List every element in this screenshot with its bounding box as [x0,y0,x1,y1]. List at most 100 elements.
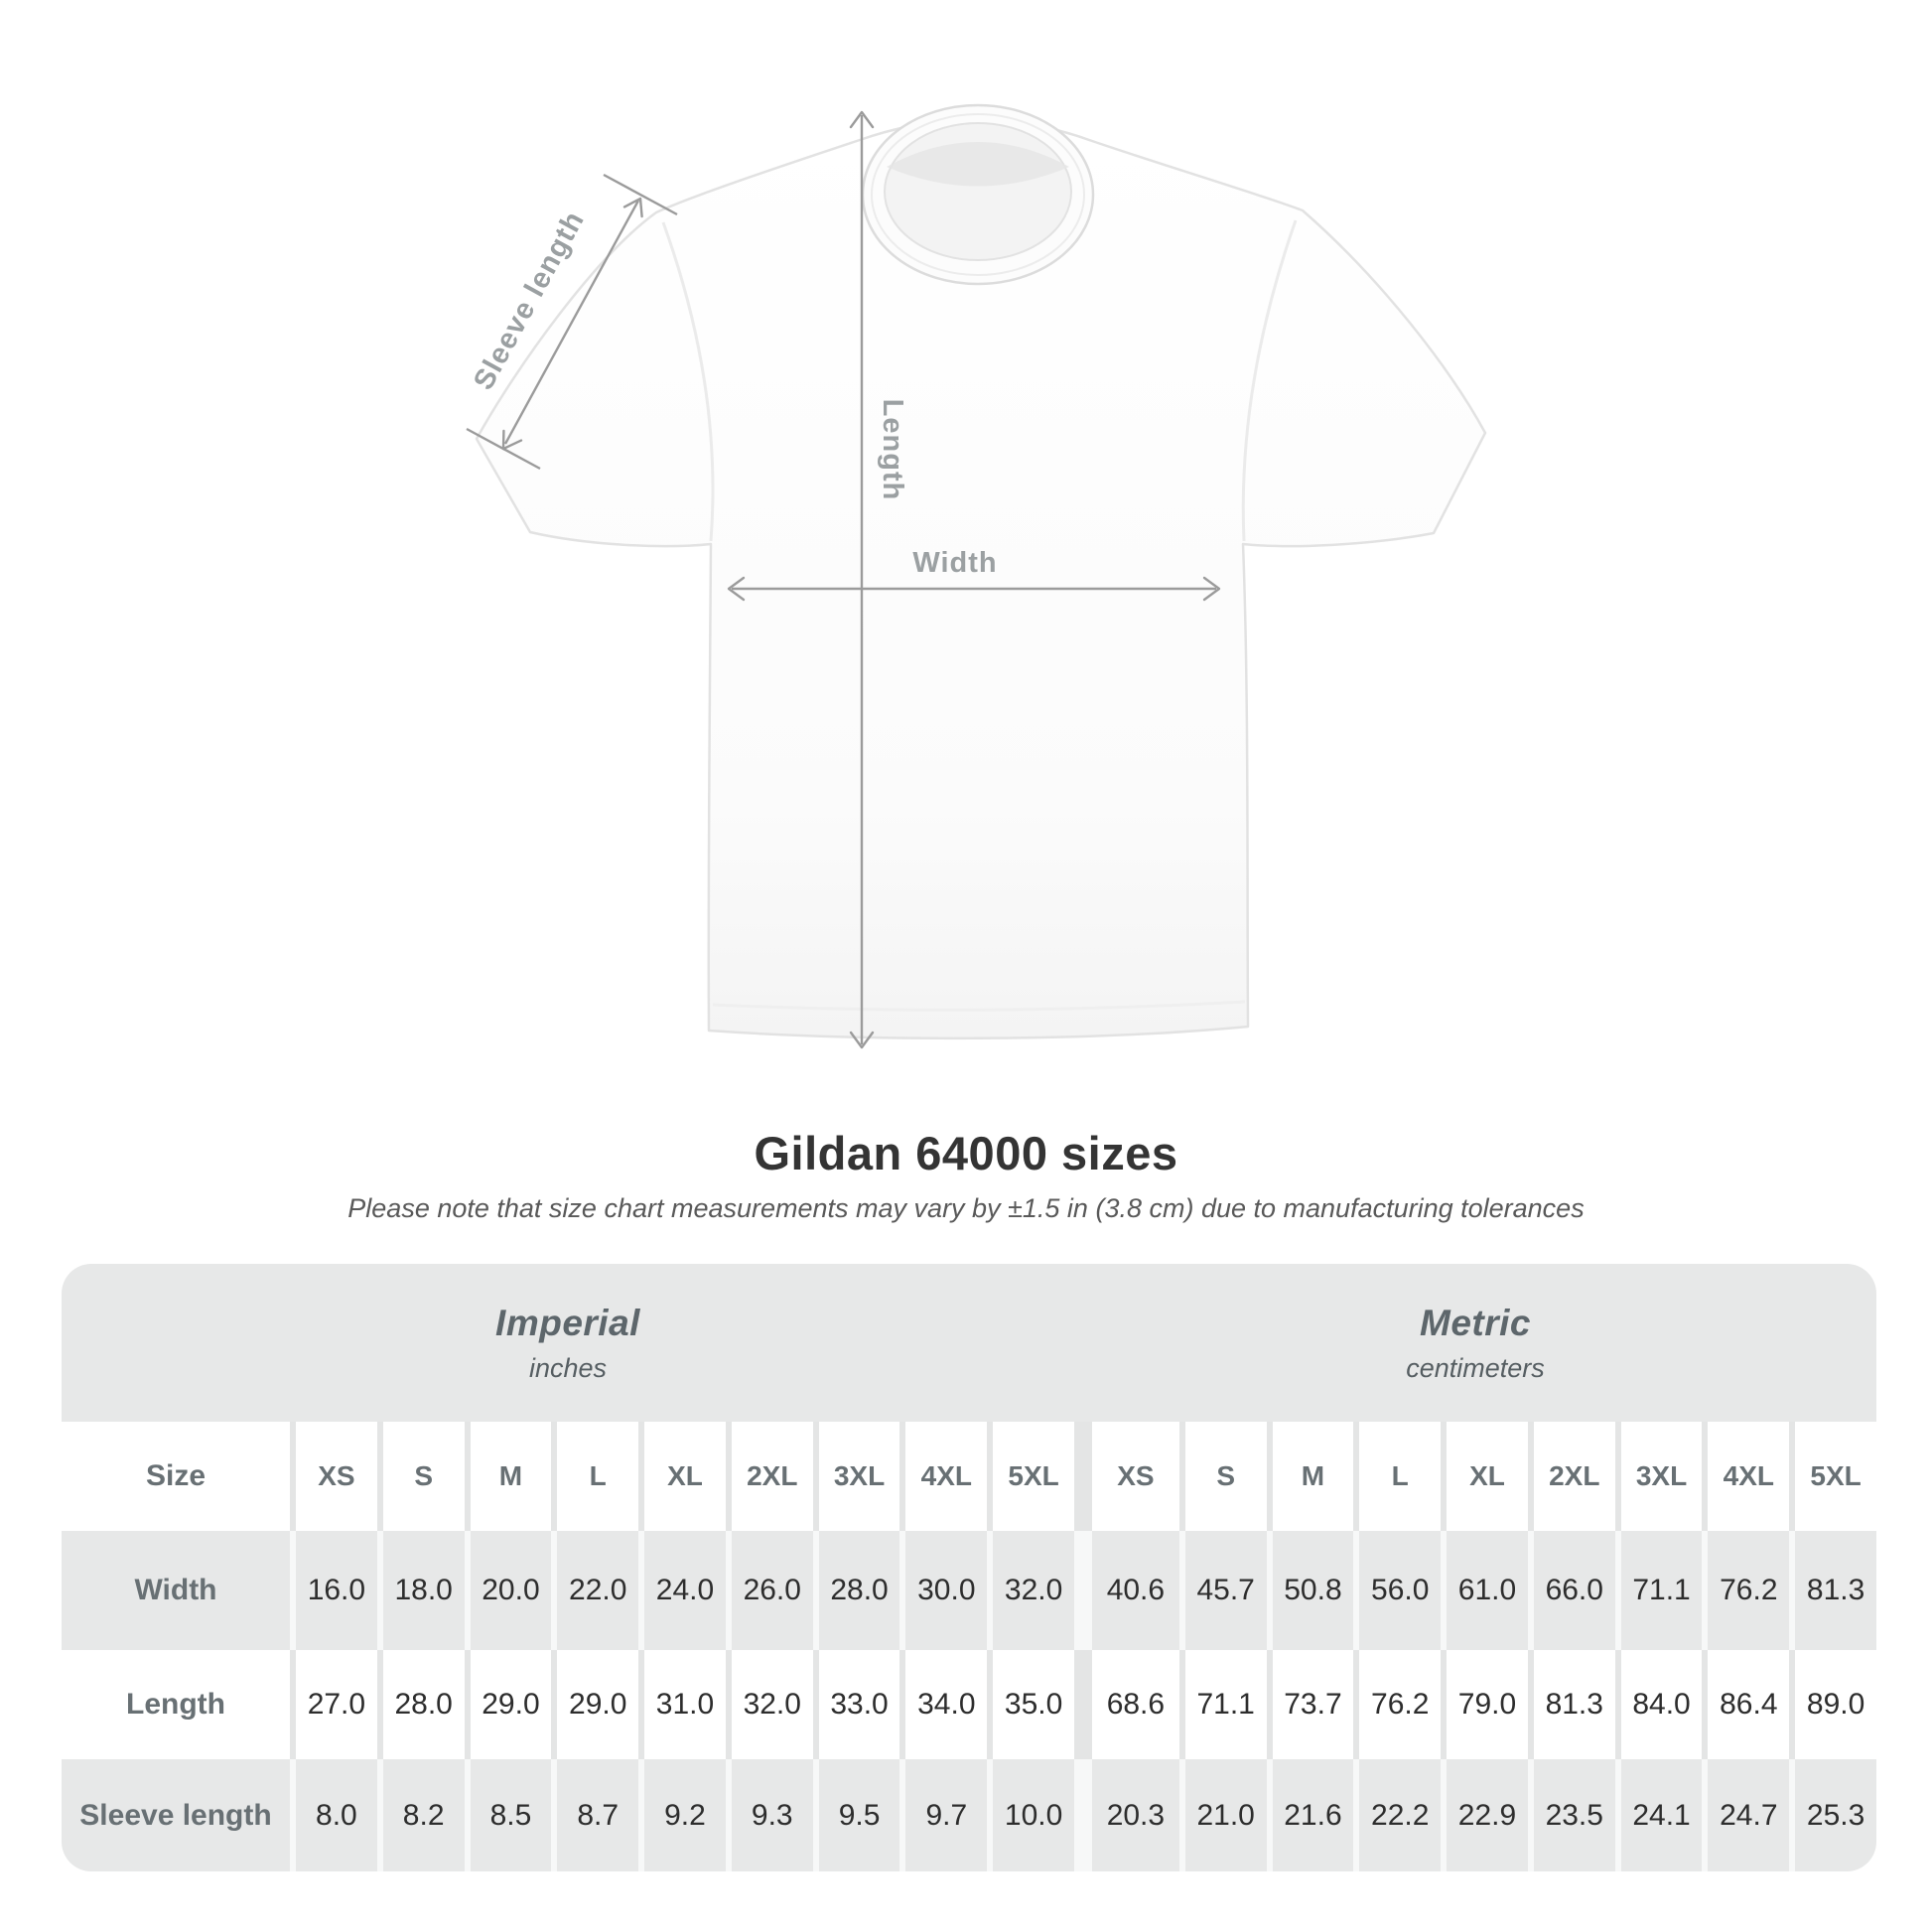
width-arrow-left [727,576,746,602]
sleeve-arrow-top [622,197,643,218]
size-col-header: 3XL [812,1422,900,1531]
table-cell: 9.7 [899,1759,987,1871]
size-col-header: XS [1117,1460,1155,1491]
metric-unit: centimeters [1406,1352,1545,1383]
size-corner-label: Size [145,1459,207,1492]
length-row: Length 27.0 28.0 29.0 29.0 31.0 32.0 33.… [62,1650,1876,1759]
collar-stitch [871,113,1085,276]
page-title: Gildan 64000 sizes [754,1127,1178,1179]
table-cell: 32.0 [725,1650,813,1759]
table-cell: 56.0 [1353,1531,1441,1650]
sleeve-length-row: Sleeve length 8.0 8.2 8.5 8.7 9.2 9.3 9.… [62,1759,1876,1871]
table-cell: 71.1 [1614,1531,1703,1650]
table-cell: 22.2 [1353,1759,1441,1871]
right-armhole-seam [1241,219,1298,542]
table-cell: 31.0 [638,1650,726,1759]
table-cell: 81.3 [1527,1650,1615,1759]
collar-inside-shadow [887,142,1069,187]
table-cell: 66.0 [1527,1531,1615,1650]
imperial-unit: inches [528,1352,608,1383]
size-col-header: 5XL [1789,1422,1876,1531]
table-cell: 9.2 [638,1759,726,1871]
size-header-row: Size XS S M L XL 2XL 3XL 4XL 5XL XS S M … [62,1422,1876,1531]
size-col-header: XS [290,1422,377,1531]
size-col-header: S [376,1422,465,1531]
table-cell: 27.0 [290,1650,377,1759]
size-col-header: 5XL [987,1422,1074,1531]
row-label: Width [134,1574,217,1606]
table-cell: 73.7 [1266,1650,1354,1759]
section-divider [1074,1759,1092,1871]
size-col-header: 4XL [1702,1422,1789,1531]
table-cell: 34.0 [899,1650,987,1759]
width-row: Width 16.0 18.0 20.0 22.0 24.0 26.0 28.0… [62,1531,1876,1650]
size-col-header: L [551,1422,638,1531]
tolerance-note: Please note that size chart measurements… [347,1193,1585,1223]
table-cell: 24.7 [1702,1759,1789,1871]
table-cell: 9.5 [812,1759,900,1871]
table-cell: 29.0 [551,1650,638,1759]
table-cell: 22.0 [551,1531,638,1650]
size-col-header: M [464,1422,552,1531]
table-cell: 8.5 [464,1759,552,1871]
table-cell: 24.1 [1614,1759,1703,1871]
size-table: Imperial inches Metric centimeters Size … [62,1264,1876,1871]
table-cell: 76.2 [1353,1650,1441,1759]
table-cell: 18.0 [376,1531,465,1650]
tshirt-size-diagram: Length Width Sleeve length [466,103,1487,1049]
table-cell: 86.4 [1702,1650,1789,1759]
table-cell: 21.6 [1266,1759,1354,1871]
imperial-title: Imperial [495,1302,640,1343]
section-divider [1074,1422,1092,1531]
size-col-header: L [1353,1422,1441,1531]
table-cell: 76.2 [1702,1531,1789,1650]
size-col-header: M [1266,1422,1354,1531]
length-dimension: Length [849,110,908,1049]
tshirt-body [475,118,1487,1040]
length-arrow-up [849,110,875,129]
width-arrow-right [1202,576,1221,602]
table-cell: 16.0 [290,1531,377,1650]
table-cell: 30.0 [899,1531,987,1650]
size-col-header: XL [1441,1422,1528,1531]
section-divider [1074,1650,1092,1759]
metric-title: Metric [1420,1302,1531,1343]
table-cell: 61.0 [1441,1531,1528,1650]
width-dimension: Width [727,547,1221,602]
tshirt-graphic [475,103,1487,1040]
table-cell: 29.0 [464,1650,552,1759]
table-cell: 71.1 [1178,1650,1267,1759]
table-cell: 28.0 [812,1531,900,1650]
table-cell: 32.0 [987,1531,1074,1650]
section-divider [1074,1531,1092,1650]
table-cell: 50.8 [1266,1531,1354,1650]
row-label: Length [126,1688,225,1721]
sleeve-dimension-line [503,200,640,445]
row-label: Sleeve length [79,1798,272,1832]
left-armhole-seam [661,221,715,542]
table-cell: 81.3 [1789,1531,1876,1650]
size-col-header: 4XL [899,1422,987,1531]
table-cell: 24.0 [638,1531,726,1650]
size-col-header: 2XL [1527,1422,1615,1531]
table-cell: 45.7 [1178,1531,1267,1650]
table-cell: 23.5 [1527,1759,1615,1871]
sleeve-cap-bottom [466,427,541,471]
table-cell: 8.0 [290,1759,377,1871]
unit-header-row: Imperial inches Metric centimeters [62,1264,1876,1422]
table-cell: 9.3 [725,1759,813,1871]
table-cell: 21.0 [1178,1759,1267,1871]
table-cell: 35.0 [987,1650,1074,1759]
table-cell: 89.0 [1789,1650,1876,1759]
table-cell: 68.6 [1106,1688,1166,1721]
table-cell: 20.0 [464,1531,552,1650]
length-arrow-down [849,1031,875,1049]
table-cell: 22.9 [1441,1759,1528,1871]
size-col-header: 3XL [1614,1422,1703,1531]
table-cell: 40.6 [1106,1574,1166,1606]
table-cell: 20.3 [1106,1798,1166,1832]
size-col-header: 2XL [725,1422,813,1531]
size-col-header: S [1178,1422,1267,1531]
table-cell: 10.0 [987,1759,1074,1871]
